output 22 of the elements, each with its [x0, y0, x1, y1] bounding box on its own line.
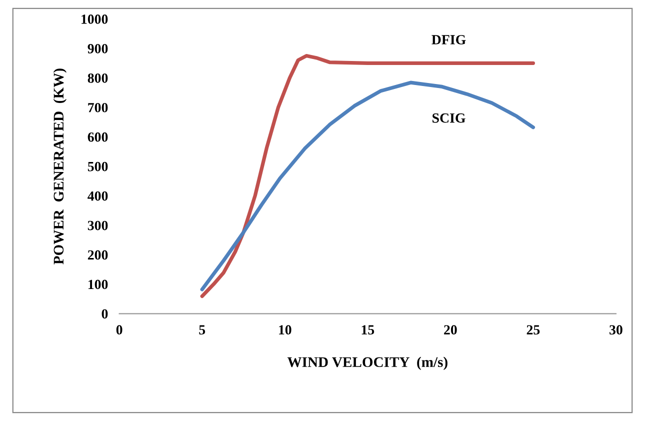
y-tick-label: 400 [88, 191, 108, 201]
x-tick-label: 20 [444, 325, 457, 335]
x-tick-label: 15 [362, 325, 374, 335]
y-tick-label: 0 [102, 309, 108, 319]
y-tick-label: 100 [88, 280, 108, 290]
y-tick-label: 600 [88, 132, 108, 142]
series-label: DFIG [432, 35, 466, 44]
y-tick-label: 300 [88, 220, 108, 230]
x-tick-label: 10 [279, 325, 292, 335]
series-label: SCIG [432, 113, 466, 123]
x-tick-label: 5 [199, 325, 206, 335]
x-axis-title: WIND VELOCITY (m/s) [287, 356, 448, 370]
x-tick-label: 25 [526, 325, 540, 335]
y-tick-label: 800 [88, 73, 108, 83]
y-tick-label: 900 [88, 44, 108, 54]
x-tick-label: 0 [116, 325, 122, 335]
x-tick-label: 30 [610, 325, 622, 335]
y-tick-label: 1000 [82, 14, 108, 24]
y-axis-title: POWER GENERATED (KW) [53, 68, 67, 264]
y-tick-label: 700 [88, 102, 108, 112]
y-tick-label: 500 [88, 162, 108, 172]
y-tick-label: 200 [88, 250, 108, 260]
